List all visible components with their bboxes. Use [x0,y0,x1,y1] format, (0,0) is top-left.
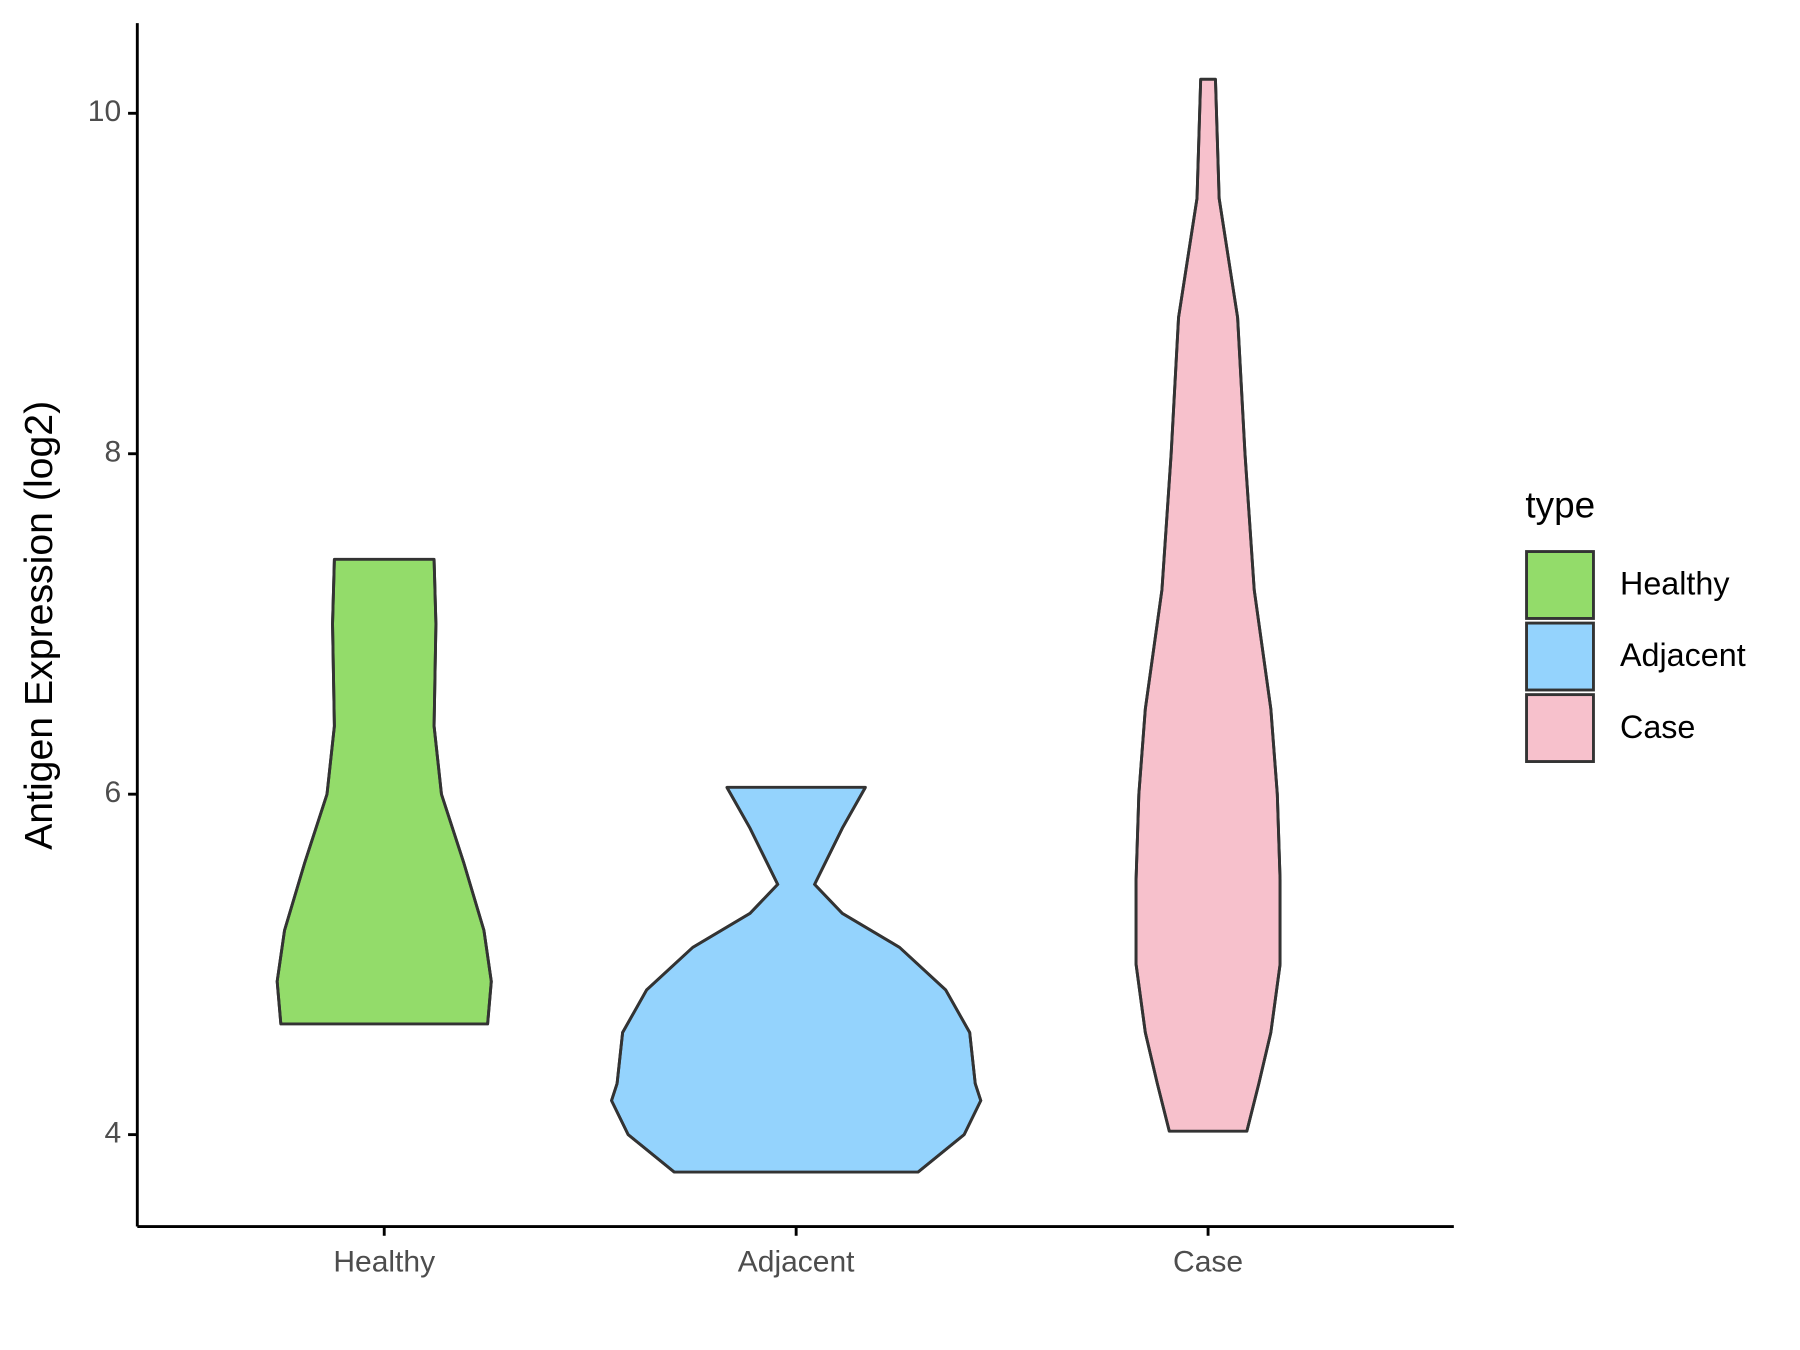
x-tick-label: Healthy [333,1245,435,1278]
violin-left-edge [275,559,336,1025]
violin-right-edge [812,786,983,1174]
violin-left-edge [1134,79,1203,1132]
legend-title: type [1525,484,1595,525]
y-axis-title: Antigen Expression (log2) [17,401,61,850]
violin-right-edge [1214,79,1282,1132]
violin-body [1134,77,1282,1133]
violin-body [610,785,983,1174]
violin-body [275,557,493,1026]
legend-label: Case [1620,709,1695,745]
legend-swatch [1525,693,1595,763]
x-tick-label: Case [1173,1245,1243,1278]
legend-label: Healthy [1620,566,1730,602]
y-tick-label: 10 [88,95,121,128]
violin-left-edge [609,786,780,1174]
y-tick-label: 4 [104,1117,121,1150]
y-tick-label: 8 [104,436,121,469]
violin-right-edge [432,559,493,1025]
legend-swatch [1525,621,1595,692]
x-tick-label: Adjacent [738,1245,855,1278]
legend-swatch [1525,550,1595,620]
legend-label: Adjacent [1620,637,1746,673]
y-tick-label: 6 [104,776,121,809]
